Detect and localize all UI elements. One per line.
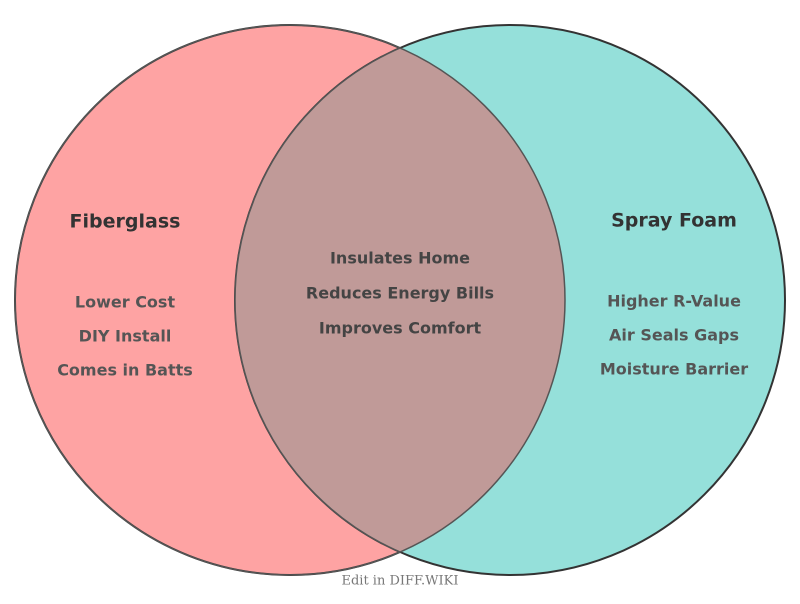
set-item: Air Seals Gaps	[609, 326, 739, 345]
intersection	[235, 25, 565, 575]
footer-link[interactable]: Edit in DIFF.WIKI	[341, 574, 458, 589]
shared-item: Insulates Home	[330, 249, 470, 268]
set-item: DIY Install	[79, 327, 172, 346]
set-item: Moisture Barrier	[600, 360, 748, 379]
set-item: Lower Cost	[75, 293, 176, 312]
set-title: Fiberglass	[70, 211, 181, 233]
shared-item: Reduces Energy Bills	[306, 284, 494, 303]
set-item: Comes in Batts	[57, 361, 193, 380]
left-edge	[14, 24, 566, 576]
set-title: Spray Foam	[611, 210, 737, 232]
set-item: Higher R-Value	[607, 292, 741, 311]
intersection-edge	[234, 25, 565, 575]
shared-item: Improves Comfort	[319, 319, 482, 338]
